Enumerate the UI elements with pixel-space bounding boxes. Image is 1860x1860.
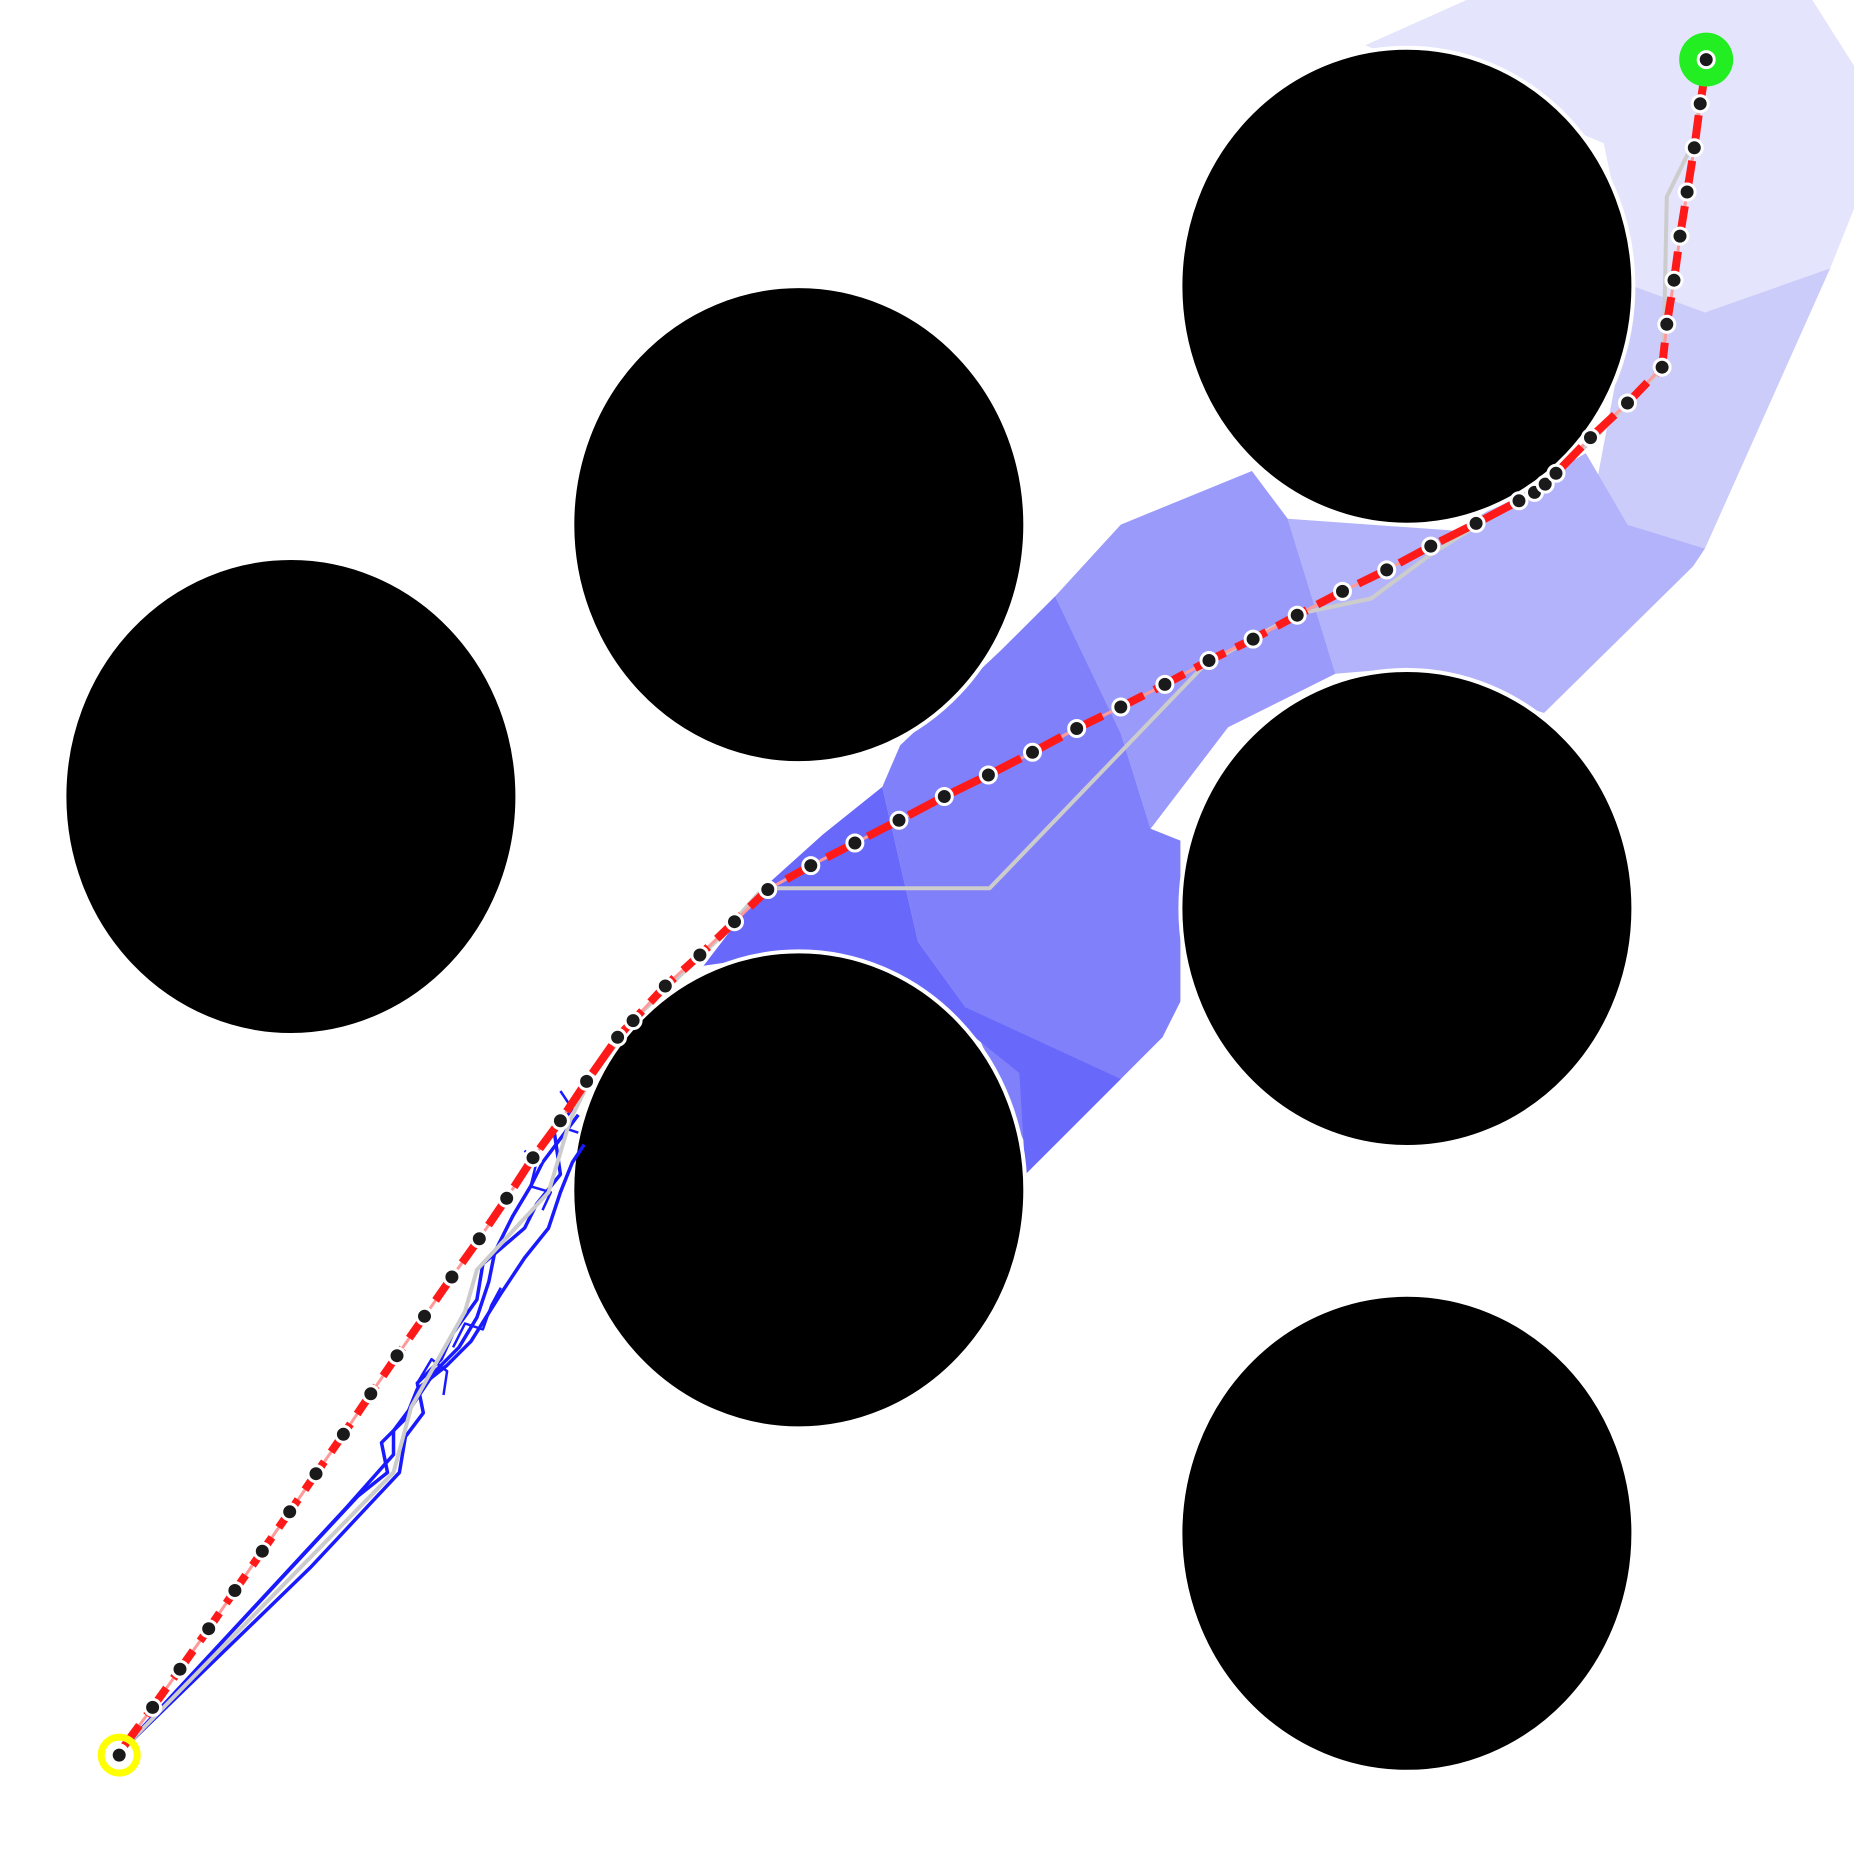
obstacle-3 bbox=[1178, 45, 1636, 527]
corridor-region-6 bbox=[703, 786, 1121, 1175]
waypoint bbox=[1664, 270, 1684, 290]
waypoint bbox=[497, 1188, 517, 1208]
waypoint bbox=[608, 1027, 628, 1047]
waypoint bbox=[655, 976, 675, 996]
obstacle-6 bbox=[1178, 1292, 1636, 1774]
waypoint bbox=[1546, 463, 1566, 483]
waypoint bbox=[1466, 513, 1486, 533]
waypoint bbox=[1067, 719, 1087, 738]
waypoint bbox=[1652, 357, 1672, 377]
waypoint bbox=[1684, 138, 1704, 158]
tree-branch-3 bbox=[117, 1143, 586, 1754]
markers bbox=[97, 32, 1734, 1777]
obstacles bbox=[62, 45, 1636, 1774]
waypoint bbox=[333, 1424, 353, 1444]
waypoint bbox=[1657, 314, 1677, 334]
waypoint bbox=[1287, 605, 1307, 625]
waypoint bbox=[1243, 629, 1263, 649]
waypoint bbox=[577, 1071, 597, 1091]
waypoint bbox=[225, 1581, 245, 1600]
corridor-region-2 bbox=[1597, 268, 1831, 549]
waypoint bbox=[1421, 536, 1441, 556]
waypoint bbox=[415, 1306, 434, 1326]
waypoint bbox=[143, 1697, 163, 1717]
waypoint bbox=[523, 1148, 543, 1168]
waypoint bbox=[442, 1267, 462, 1287]
waypoint bbox=[252, 1541, 272, 1561]
tree-branch-6 bbox=[451, 1287, 502, 1348]
waypoint bbox=[170, 1659, 190, 1679]
waypoint bbox=[889, 810, 909, 830]
waypoint bbox=[1618, 393, 1637, 413]
waypoint bbox=[725, 912, 744, 932]
obstacle-5 bbox=[570, 949, 1028, 1431]
waypoint bbox=[306, 1464, 326, 1484]
waypoint bbox=[387, 1346, 407, 1366]
waypoint bbox=[199, 1619, 219, 1639]
waypoint bbox=[1690, 94, 1710, 114]
waypoint bbox=[1670, 226, 1690, 246]
waypoint bbox=[1333, 581, 1352, 601]
waypoint bbox=[1509, 491, 1529, 511]
waypoint bbox=[1377, 560, 1397, 580]
waypoint bbox=[1677, 182, 1697, 202]
corridor-regions bbox=[703, 0, 1854, 1175]
waypoint bbox=[690, 945, 710, 965]
waypoint bbox=[1155, 674, 1175, 694]
waypoint bbox=[623, 1011, 643, 1031]
waypoint bbox=[845, 833, 865, 853]
waypoint bbox=[978, 765, 998, 785]
waypoint bbox=[1535, 474, 1555, 494]
waypoint bbox=[469, 1229, 489, 1249]
waypoint bbox=[1111, 697, 1131, 717]
waypoint bbox=[1581, 428, 1600, 448]
start-point bbox=[109, 1745, 129, 1765]
corridor-region-5 bbox=[882, 596, 1181, 1175]
tree-branch-7 bbox=[416, 1357, 449, 1396]
waypoint bbox=[1023, 742, 1042, 762]
waypoint bbox=[801, 856, 821, 876]
obstacle-1 bbox=[62, 556, 520, 1037]
waypoint bbox=[361, 1384, 381, 1404]
tree-branch-2 bbox=[117, 1113, 580, 1754]
obstacle-4 bbox=[1178, 668, 1636, 1149]
corridor-region-3 bbox=[1287, 453, 1705, 713]
waypoint bbox=[934, 787, 954, 806]
start-marker bbox=[97, 1733, 141, 1777]
waypoint bbox=[758, 880, 778, 899]
goal-point bbox=[1696, 50, 1716, 70]
waypoint bbox=[1199, 651, 1219, 670]
waypoint bbox=[280, 1502, 300, 1522]
waypoint bbox=[550, 1111, 570, 1131]
obstacle-2 bbox=[570, 284, 1028, 766]
corridor-region-4 bbox=[1055, 471, 1336, 829]
